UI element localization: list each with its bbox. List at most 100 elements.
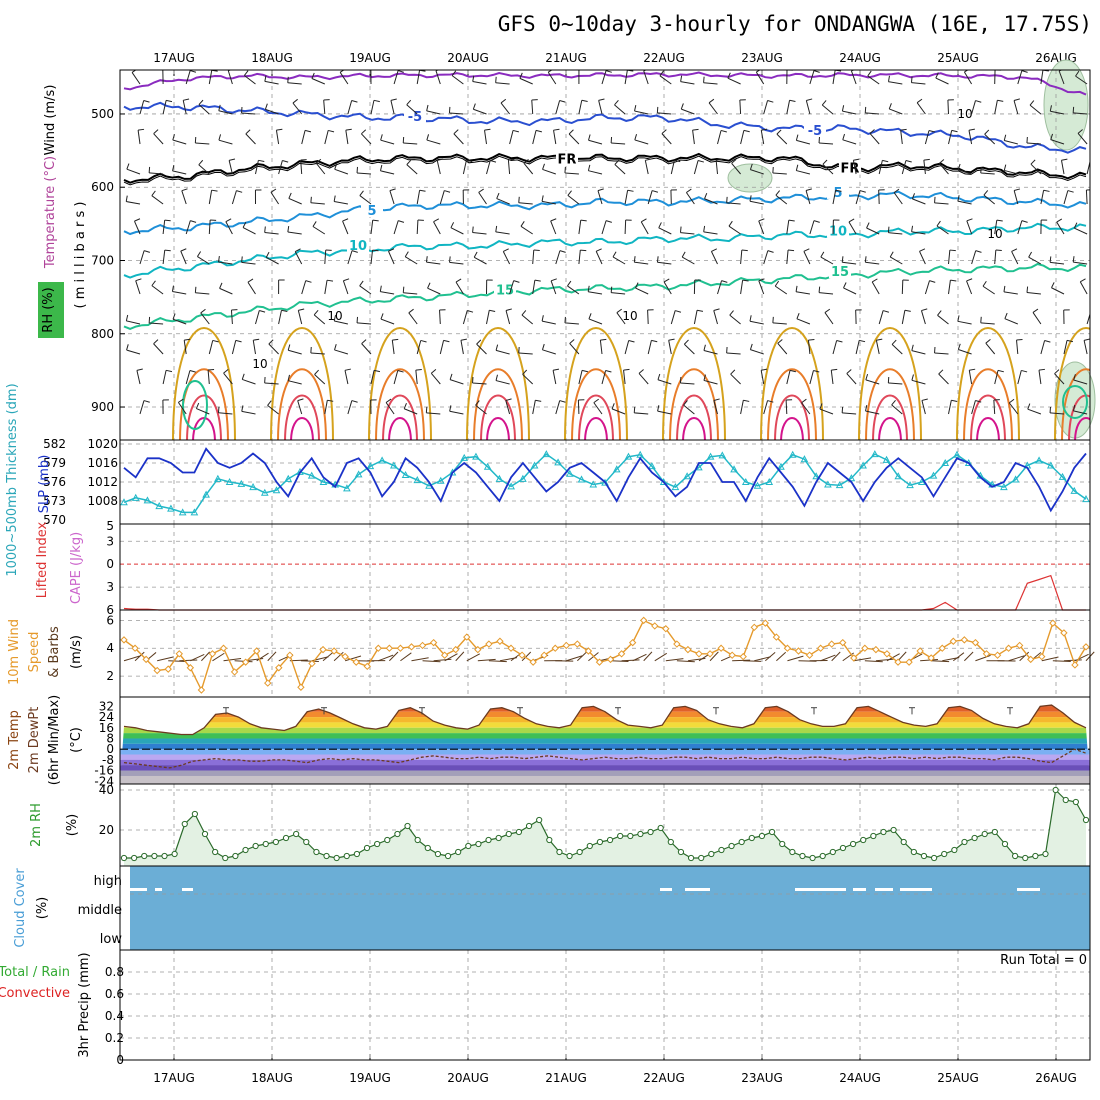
wind-barb — [555, 100, 561, 115]
wind-barb — [564, 322, 579, 325]
wind-barb — [726, 352, 741, 355]
wind-barb — [509, 130, 514, 145]
wind-barb-flag — [519, 72, 523, 79]
wind-barb-flag — [801, 398, 807, 404]
wind-barb-flag — [683, 400, 688, 406]
wind-barb-flag — [957, 195, 960, 202]
thickness-point — [800, 455, 809, 463]
temperature-contour — [571, 368, 621, 440]
wind-barb — [301, 280, 307, 295]
rh-point — [323, 852, 330, 860]
wind-barb-flag — [831, 368, 838, 371]
wind-barb — [1003, 291, 1018, 295]
wind-barb-flag — [138, 128, 145, 131]
wind-barb — [971, 100, 976, 115]
wind-speed-point — [606, 655, 615, 664]
wind-barb — [297, 310, 303, 325]
wind-barb-flag — [749, 343, 753, 350]
thickness-point — [894, 472, 903, 480]
wind-barb-flag — [292, 98, 298, 104]
wind-barb — [971, 400, 976, 415]
thickness-point — [131, 493, 140, 501]
rh-point — [353, 850, 361, 858]
wind-barb-flag — [508, 159, 515, 161]
precip-total-label: Total / Rain — [0, 965, 70, 980]
wind-barb-flag — [904, 309, 911, 312]
wind-barb — [920, 658, 939, 662]
thickness-point — [307, 471, 316, 479]
wind-barb — [749, 320, 764, 325]
wind-barb-flag — [392, 338, 399, 341]
temperature-contour — [865, 368, 915, 440]
bottom-date-label: 23AUG — [741, 1071, 783, 1085]
wind-speed-point — [761, 619, 770, 627]
wind-barb-flag — [419, 189, 426, 192]
wind-barb-flag — [385, 398, 392, 403]
wind-barb — [809, 70, 815, 85]
wind-barb — [732, 659, 751, 662]
wind-barb-flag — [935, 72, 939, 79]
thickness-point — [178, 508, 187, 516]
rh-point — [698, 854, 705, 862]
wind-barb-flag — [390, 98, 397, 101]
cape-label: CAPE (J/kg) — [69, 532, 84, 604]
wind-barb-flag — [151, 190, 156, 196]
wind-barb — [403, 292, 418, 295]
rh-point — [536, 816, 543, 824]
wind-barb — [634, 261, 649, 265]
wind-barb — [566, 655, 583, 662]
wind-barb — [634, 110, 649, 115]
wind-barb — [786, 100, 791, 115]
cloud-cover-label: Cloud Cover — [13, 868, 28, 948]
bottom-date-axis: 17AUG 18AUG 19AUG 20AUG 21AUG 22AUG 23AUG 24AUG… — [153, 1054, 1077, 1085]
bottom-date-label: 24AUG — [839, 1071, 881, 1085]
wind-barb-flag — [1011, 248, 1018, 252]
rh-point — [1072, 798, 1079, 806]
wind-barb — [912, 198, 926, 205]
wind-barb — [832, 70, 836, 85]
wind-barb — [532, 130, 537, 145]
rh-point — [1082, 816, 1090, 824]
wind-barb-flag — [402, 286, 405, 293]
wind-barb — [842, 652, 855, 662]
precip-tick-label: 0.2 — [105, 1031, 124, 1045]
wind-barb-flag — [813, 220, 820, 223]
panel-frame — [119, 949, 1091, 1061]
wind-barb — [347, 400, 353, 415]
wind-barb-flag — [703, 374, 706, 381]
wind-barb-flag — [437, 158, 444, 161]
wind-barb-flag — [328, 129, 335, 133]
wind-barb — [692, 130, 695, 145]
wind-barb-flag — [911, 193, 916, 200]
wind-barb — [315, 162, 326, 175]
wind-speed-point — [507, 644, 515, 652]
wind-barb-flag — [1083, 338, 1090, 341]
rh-point — [131, 854, 138, 862]
wind-speed-point — [573, 640, 582, 648]
cloud-gap — [130, 888, 147, 891]
wind-barb-flag — [535, 399, 542, 402]
wind-speed-point — [230, 668, 239, 676]
wind-barb — [611, 292, 626, 295]
wind-barb-flag — [581, 369, 589, 373]
wind-barb-flag — [259, 310, 266, 313]
wind-speed-point — [651, 622, 659, 630]
wind-barb-flag — [951, 129, 958, 133]
thickness-point — [1011, 475, 1020, 483]
wind-barb — [676, 660, 695, 663]
wind-barb — [670, 160, 675, 175]
wind-barb — [426, 110, 441, 115]
wind-barb-flag — [505, 398, 512, 402]
wind-barb-flag — [600, 338, 607, 341]
rh-point — [475, 840, 482, 848]
temperature-contour — [192, 417, 216, 440]
wind-barb-flag — [287, 344, 291, 351]
rh-point — [495, 834, 502, 842]
wind-barb — [659, 75, 672, 85]
wind-barb — [1051, 287, 1065, 295]
wind-barb — [717, 280, 723, 295]
wind-barb-flag — [679, 226, 682, 233]
wind-barb — [264, 382, 279, 385]
wind-barb — [218, 412, 233, 415]
wind-barb — [532, 400, 536, 415]
